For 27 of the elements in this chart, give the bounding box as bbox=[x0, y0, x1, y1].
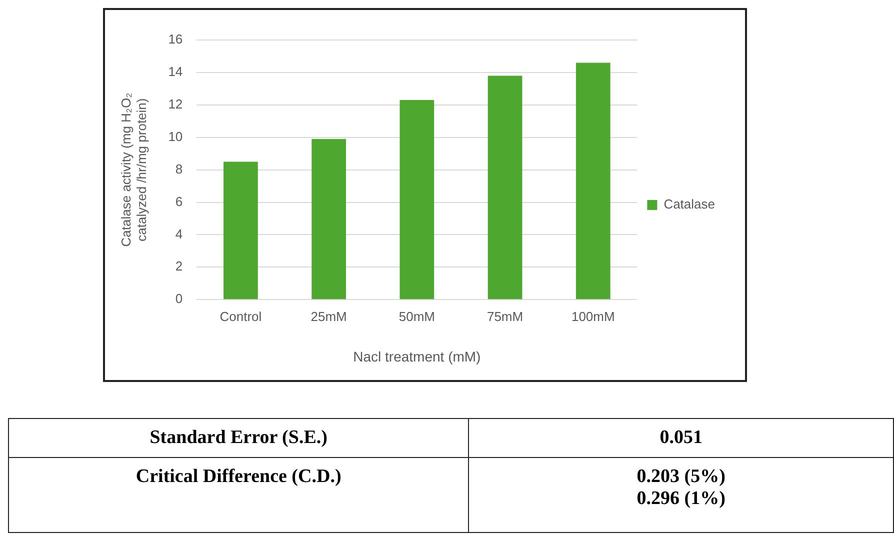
x-tick-label: 100mM bbox=[571, 308, 615, 324]
y-tick-label: 0 bbox=[175, 291, 183, 306]
y-tick-label: 2 bbox=[175, 258, 183, 274]
y-tick-label: 8 bbox=[175, 161, 183, 176]
bar bbox=[312, 138, 346, 300]
text: Critical Difference (C.D.) bbox=[8, 458, 469, 532]
x-axis-title: Nacl treatment (mM) bbox=[353, 348, 481, 364]
y-tick-label: 4 bbox=[175, 226, 183, 242]
bar bbox=[576, 62, 610, 300]
x-tick-label: 50mM bbox=[398, 308, 435, 324]
text: 0.203 (5%) bbox=[636, 466, 726, 487]
y-tick-label: 6 bbox=[175, 194, 183, 209]
legend-label: Catalase bbox=[664, 196, 716, 212]
text: 0.296 (1%) bbox=[636, 488, 726, 509]
y-tick-label: 10 bbox=[168, 128, 183, 144]
y-axis-title: Catalase activity (mg H₂O₂ catalyzed /hr/mg protein) bbox=[118, 92, 149, 247]
y-tick-label: 12 bbox=[168, 96, 183, 112]
x-tick-label: 75mM bbox=[486, 308, 524, 324]
text: Standard Error (S.E.) bbox=[8, 418, 469, 458]
y-tick-label: 14 bbox=[168, 64, 183, 80]
bar bbox=[488, 76, 522, 300]
x-tick-label: Control bbox=[220, 308, 262, 324]
text: 0.051 bbox=[468, 418, 894, 458]
bar bbox=[224, 162, 258, 300]
y-tick-label: 16 bbox=[168, 32, 183, 47]
bar bbox=[400, 100, 434, 300]
x-tick-label: 25mM bbox=[310, 308, 347, 324]
